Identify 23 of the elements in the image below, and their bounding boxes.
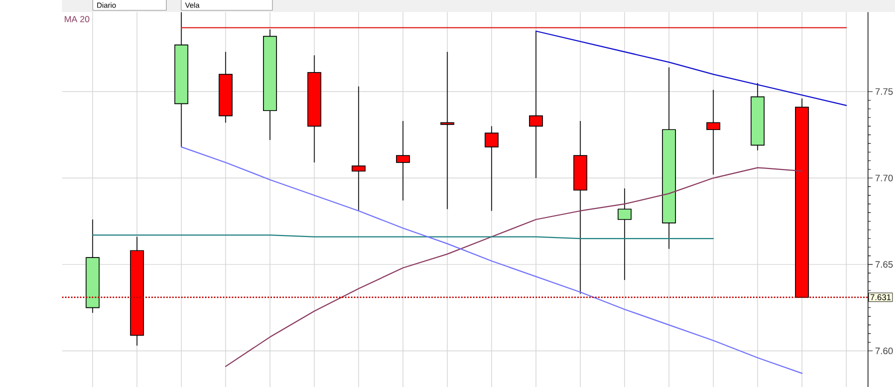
candlestick <box>263 28 277 140</box>
candlestick <box>307 54 322 163</box>
candlestick <box>662 66 676 250</box>
y-tick-label: 7.60 <box>876 347 893 354</box>
ref-line-label: 7.631 <box>870 294 891 300</box>
candlestick <box>618 188 632 280</box>
candlestick <box>529 30 543 178</box>
candlestick <box>130 236 144 346</box>
candlestick <box>352 86 366 212</box>
text: MA 20 <box>64 16 90 22</box>
y-tick-label: 7.75 <box>876 88 893 95</box>
candlestick <box>573 120 588 294</box>
candlestick <box>750 82 765 151</box>
candlestick <box>484 126 499 212</box>
candlestick <box>396 120 410 201</box>
candlestick <box>440 51 454 210</box>
y-tick-label: 7.70 <box>876 174 893 182</box>
line-series <box>225 167 803 367</box>
candlestick <box>86 219 100 314</box>
candlestick <box>706 89 720 175</box>
y-tick-label: 7.65 <box>876 261 893 268</box>
candlestick <box>218 51 233 124</box>
candlestick <box>174 12 188 148</box>
